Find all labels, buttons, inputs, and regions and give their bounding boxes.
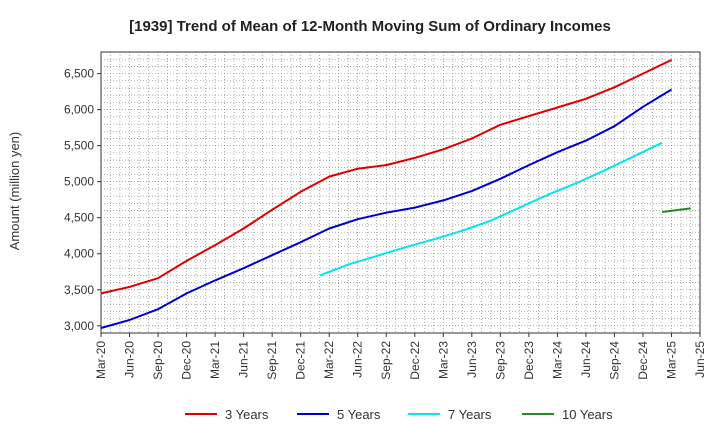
x-tick-label: Sep-22	[379, 341, 393, 380]
y-tick-label: 5,500	[64, 139, 94, 153]
y-tick-label: 4,500	[64, 211, 94, 225]
x-tick-label: Sep-24	[607, 341, 621, 380]
legend-label: 7 Years	[448, 407, 492, 422]
x-tick-label: Jun-25	[693, 341, 707, 378]
y-tick-label: 6,000	[64, 103, 94, 117]
x-tick-label: Mar-24	[550, 341, 564, 379]
x-tick-label: Mar-23	[436, 341, 450, 379]
x-tick-label: Dec-24	[636, 341, 650, 380]
y-tick-labels: 3,000 3,500 4,000 4,500 5,000 5,500 6,000 6,500	[64, 67, 101, 333]
y-tick-label: 3,500	[64, 283, 94, 297]
series-line-10-years	[661, 207, 691, 213]
legend: 3 Years 5 Years 7 Years 10 Years	[185, 407, 613, 422]
x-tick-label: Jun-23	[465, 341, 479, 378]
legend-label: 10 Years	[562, 407, 613, 422]
x-tick-label: Dec-20	[180, 341, 194, 380]
chart-title: [1939] Trend of Mean of 12-Month Moving …	[129, 18, 611, 35]
x-tick-label: Sep-21	[265, 341, 279, 380]
x-tick-label: Jun-22	[351, 341, 365, 378]
x-tick-label: Mar-25	[664, 341, 678, 379]
series-line-3-years	[100, 58, 672, 295]
x-tick-labels: Mar-20 Jun-20 Sep-20 Dec-20 Mar-21 Jun-21 Sep-…	[94, 333, 707, 380]
x-tick-label: Dec-23	[522, 341, 536, 380]
y-tick-label: 6,500	[64, 67, 94, 81]
legend-label: 3 Years	[225, 407, 269, 422]
y-tick-label: 5,000	[64, 175, 94, 189]
x-tick-label: Sep-20	[151, 341, 165, 380]
x-tick-label: Mar-21	[208, 341, 222, 379]
y-tick-label: 4,000	[64, 247, 94, 261]
x-tick-label: Dec-22	[408, 341, 422, 380]
legend-label: 5 Years	[337, 407, 381, 422]
x-tick-label: Dec-21	[294, 341, 308, 380]
x-tick-label: Jun-24	[579, 341, 593, 378]
x-tick-label: Mar-22	[322, 341, 336, 379]
series-lines	[100, 58, 691, 329]
x-tick-label: Jun-20	[123, 341, 137, 378]
y-axis-label: Amount (million yen)	[7, 132, 22, 251]
x-tick-label: Mar-20	[94, 341, 108, 379]
x-tick-label: Jun-21	[237, 341, 251, 378]
series-line-7-years	[319, 141, 663, 277]
y-tick-label: 3,000	[64, 319, 94, 333]
series-line-5-years	[100, 88, 673, 329]
x-tick-label: Sep-23	[493, 341, 507, 380]
